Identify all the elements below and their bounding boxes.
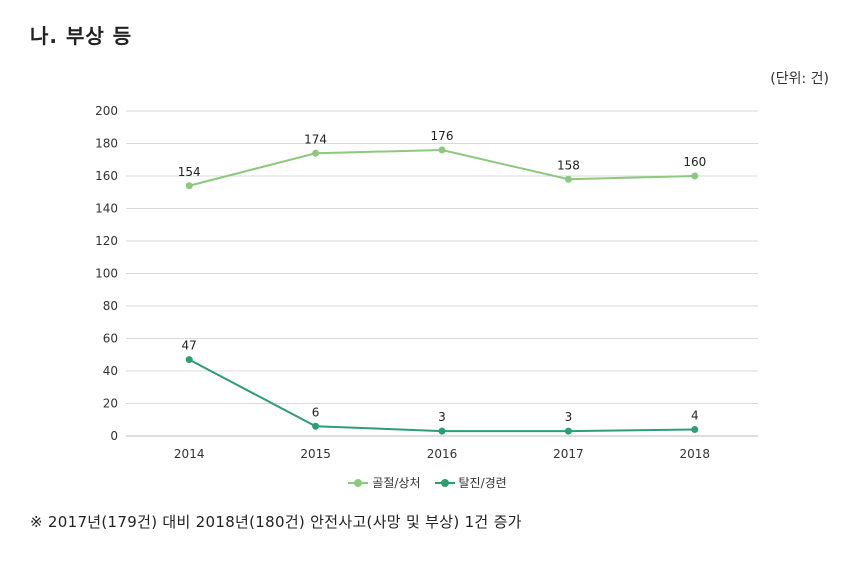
series-group: 154 174 176 158 160 47 6 3 3 4	[178, 129, 706, 435]
data-label: 4	[691, 409, 699, 423]
data-label: 158	[557, 158, 580, 172]
section-title: 나. 부상 등	[30, 24, 133, 48]
data-point	[564, 175, 572, 183]
y-tick-label: 0	[110, 429, 118, 443]
x-tick-label: 2015	[300, 447, 331, 461]
data-label: 154	[178, 165, 201, 179]
data-point	[564, 427, 572, 435]
footnote: ※ 2017년(179건) 대비 2018년(180건) 안전사고(사망 및 부…	[30, 513, 522, 531]
data-point	[185, 182, 193, 190]
series-line-1	[188, 148, 695, 187]
y-tick-label: 200	[95, 104, 118, 118]
y-axis-ticks: 0 20 40 60 80 100 120 140 160 180 200	[95, 104, 118, 443]
chart-legend: 골절/상처 탈진/경련	[0, 474, 855, 491]
y-tick-label: 180	[95, 137, 118, 151]
y-tick-label: 40	[103, 364, 118, 378]
line-chart: 0 20 40 60 80 100 120 140 160 180 200 2014 2015 2016…	[95, 104, 758, 461]
data-label: 6	[312, 405, 320, 419]
data-point	[312, 422, 320, 430]
data-point	[185, 356, 193, 364]
data-point	[691, 172, 699, 180]
y-tick-label: 80	[103, 299, 118, 313]
legend-label: 탈진/경련	[458, 476, 507, 490]
legend-swatch	[348, 478, 369, 488]
y-tick-label: 20	[103, 397, 118, 411]
legend-swatch	[434, 478, 455, 488]
data-label: 3	[438, 410, 446, 424]
data-point	[312, 149, 320, 157]
x-axis-ticks: 2014 2015 2016 2017 2018	[174, 447, 710, 461]
x-tick-label: 2017	[553, 447, 584, 461]
grid-lines	[126, 110, 758, 437]
legend-label: 골절/상처	[372, 476, 421, 490]
x-tick-label: 2016	[427, 447, 458, 461]
data-label: 160	[683, 155, 706, 169]
data-point	[438, 146, 446, 154]
legend-item: 골절/상처	[348, 474, 421, 491]
y-tick-label: 160	[95, 169, 118, 183]
y-tick-label: 100	[95, 267, 118, 281]
data-label: 3	[565, 410, 573, 424]
unit-label: (단위: 건)	[770, 71, 829, 87]
data-point	[438, 427, 446, 435]
data-label: 47	[182, 339, 197, 353]
y-tick-label: 140	[95, 202, 118, 216]
y-tick-label: 60	[103, 332, 118, 346]
legend-item: 탈진/경련	[434, 474, 507, 491]
data-label: 176	[431, 129, 454, 143]
x-tick-label: 2018	[680, 447, 711, 461]
data-point	[691, 426, 699, 433]
y-tick-label: 120	[95, 234, 118, 248]
x-tick-label: 2014	[174, 447, 205, 461]
data-label: 174	[304, 132, 327, 146]
